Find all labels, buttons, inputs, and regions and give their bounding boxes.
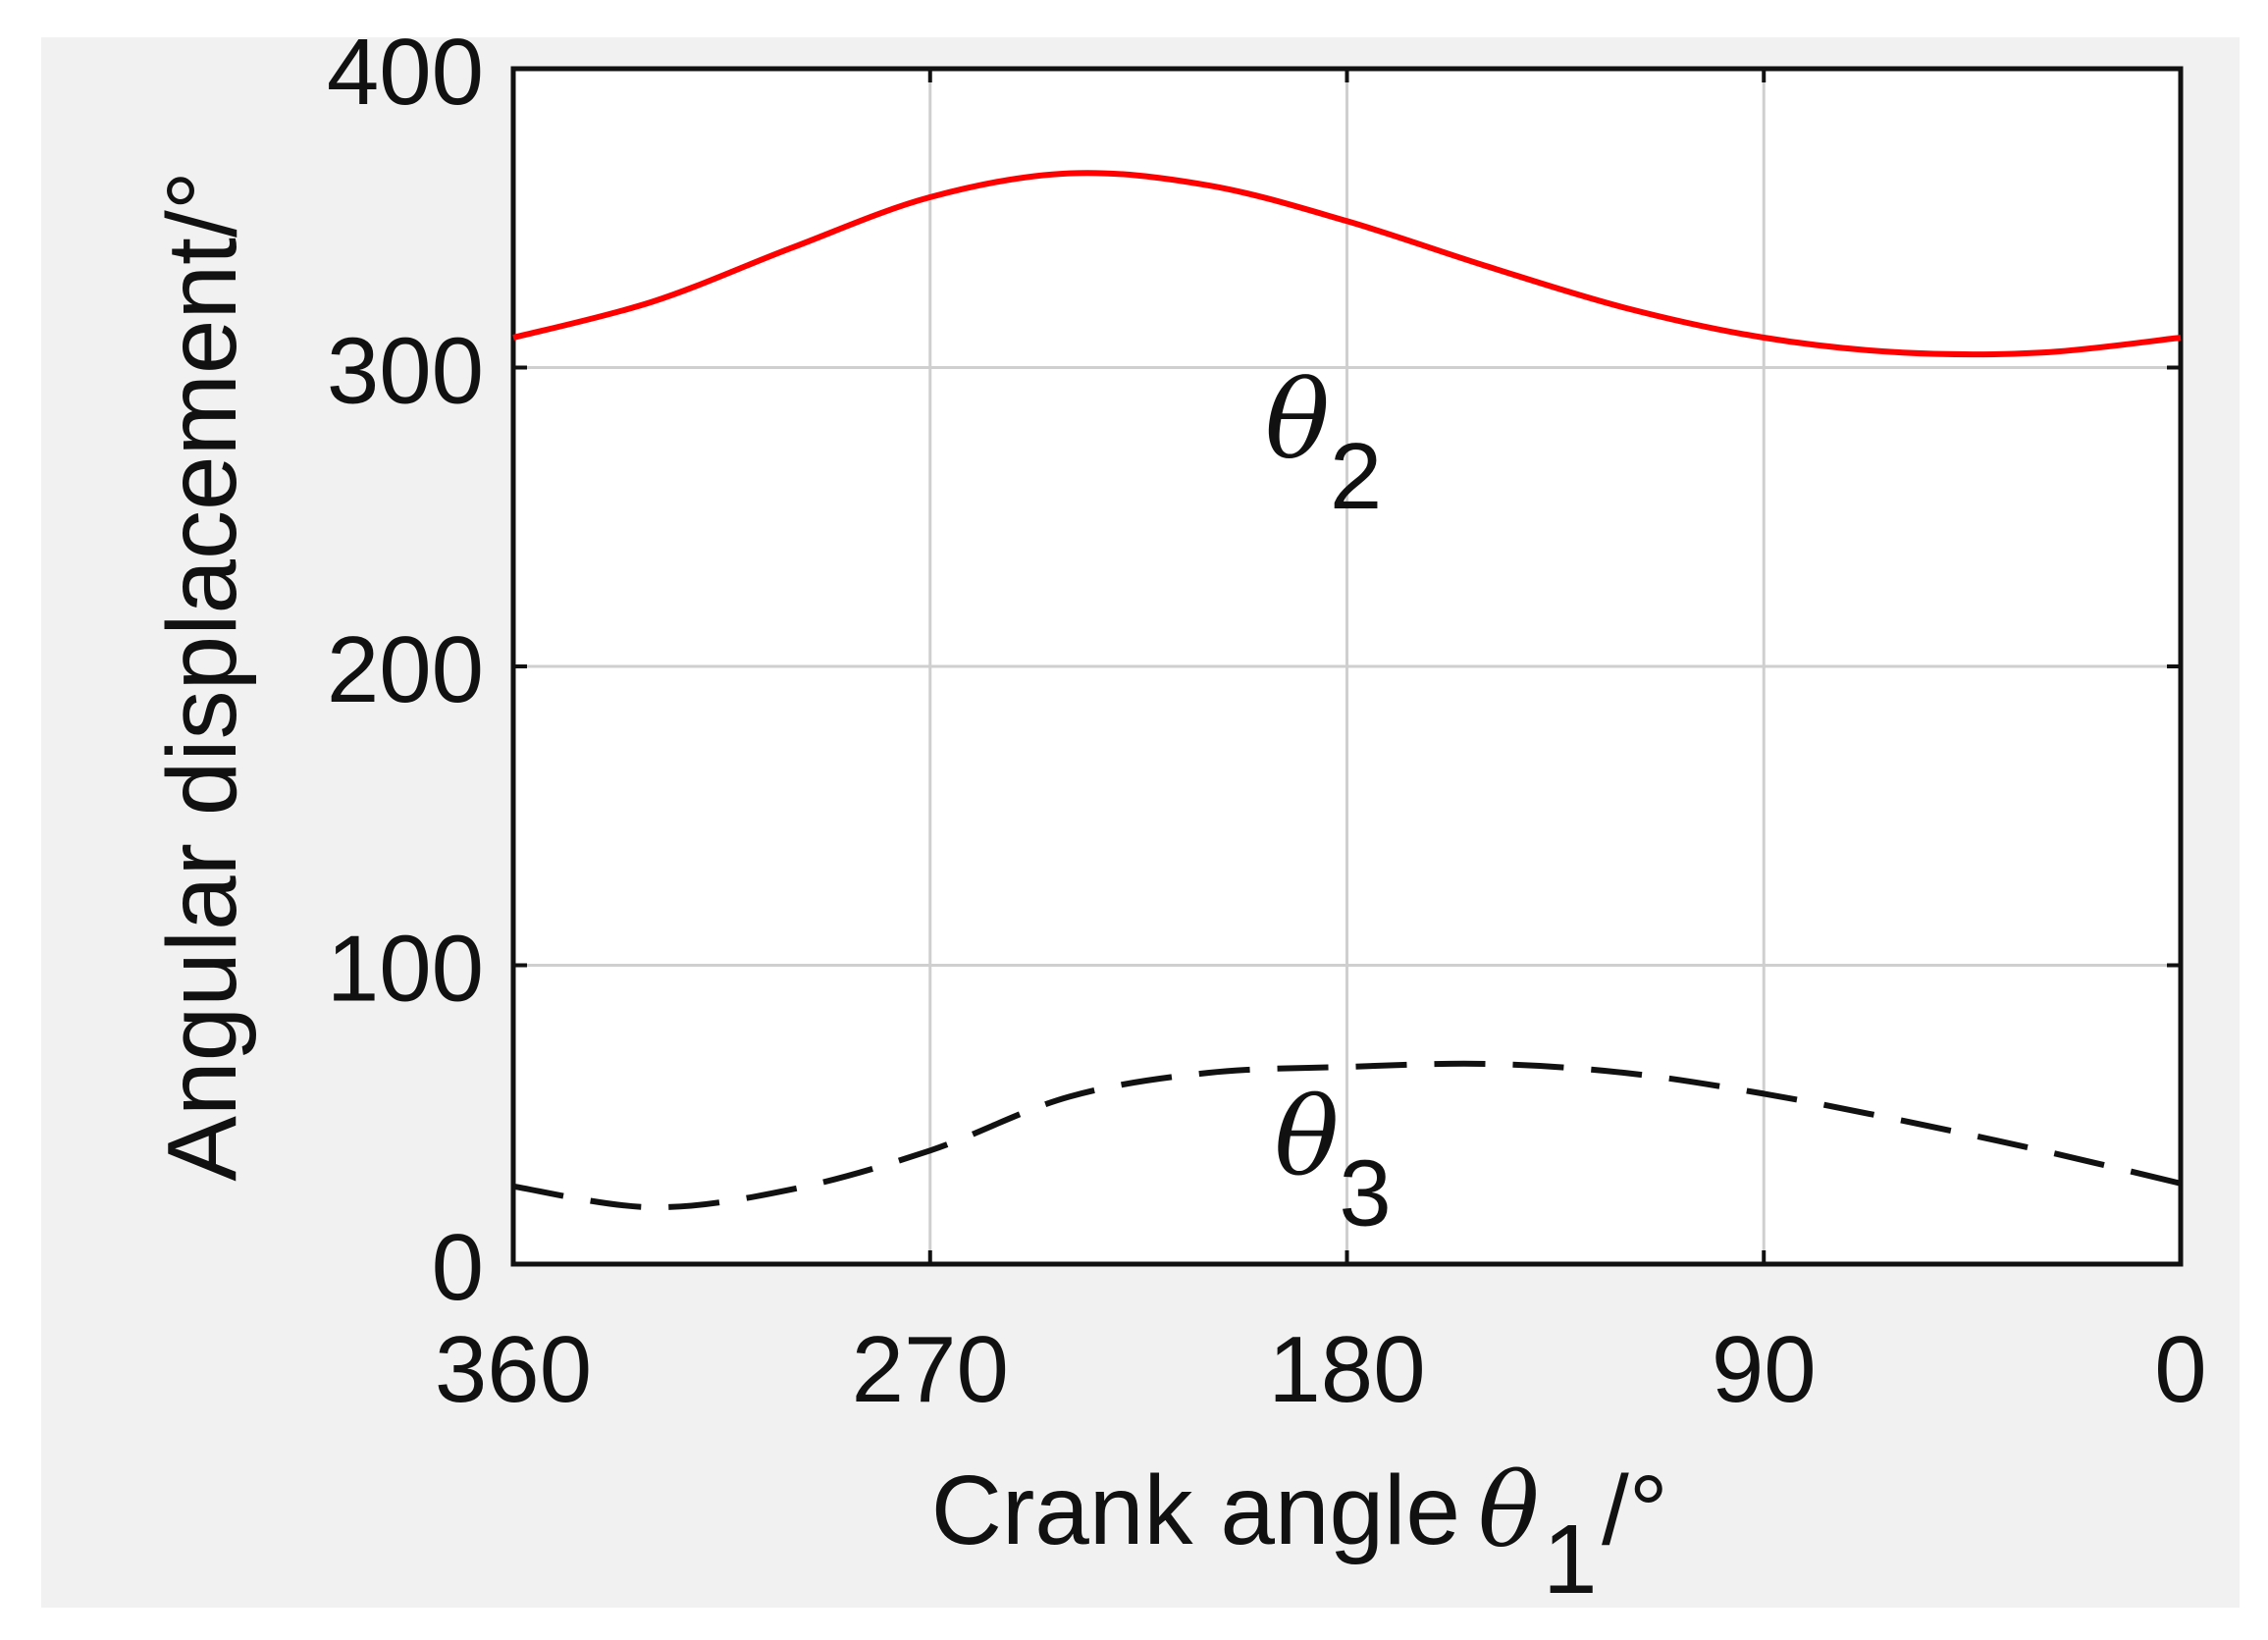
x-axis-title-symbol: θ xyxy=(1478,1451,1540,1570)
series-label-subscript: 3 xyxy=(1339,1141,1391,1246)
y-tick-label-100: 100 xyxy=(327,917,484,1022)
y-axis-ticks: 0 100 200 300 400 xyxy=(327,20,2181,1320)
y-tick-label-300: 300 xyxy=(327,319,484,424)
x-axis-title-unit: /° xyxy=(1602,1455,1668,1565)
series-layer xyxy=(512,170,2182,1211)
y-axis-title: Angular displacement/° xyxy=(147,171,257,1181)
series-line-theta-3 xyxy=(512,1060,2182,1211)
series-label-subscript: 2 xyxy=(1330,424,1382,529)
y-tick-label-400: 400 xyxy=(327,20,484,125)
x-tick-label-180: 180 xyxy=(1268,1317,1425,1422)
x-axis-title: Crank angle θ 1/° xyxy=(931,1451,1668,1614)
series-line-theta-2 xyxy=(512,170,2182,358)
x-axis-title-subscript: 1 xyxy=(1543,1505,1598,1614)
series-label-symbol: θ xyxy=(1265,357,1330,483)
series-label-symbol: θ xyxy=(1274,1075,1339,1200)
series-annotations: θ 2θ 3 xyxy=(1265,357,1392,1246)
y-tick-label-0: 0 xyxy=(432,1215,484,1320)
x-tick-label-90: 90 xyxy=(1712,1317,1817,1422)
x-tick-label-270: 270 xyxy=(852,1317,1009,1422)
x-tick-label-0: 0 xyxy=(2154,1317,2206,1422)
grid-lines xyxy=(511,67,2183,1266)
x-tick-label-360: 360 xyxy=(435,1317,592,1422)
y-tick-label-200: 200 xyxy=(327,617,484,722)
x-axis-ticks: 360 270 180 90 0 xyxy=(435,69,2207,1422)
x-axis-title-text: Crank angle xyxy=(931,1455,1460,1565)
